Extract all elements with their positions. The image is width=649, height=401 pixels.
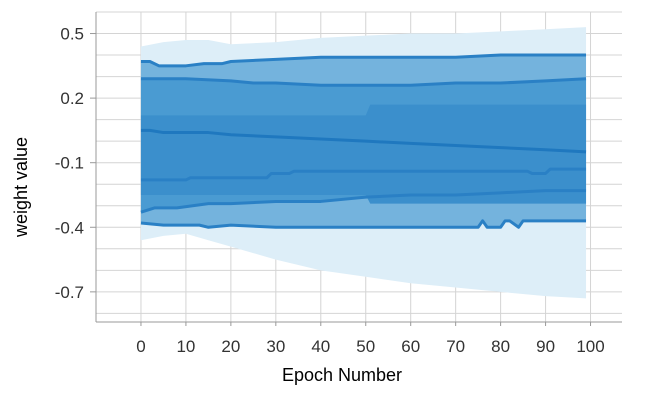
x-tick-label: 20 [221,337,240,356]
band-p31-p69 [140,104,587,204]
series-line-p84 [140,77,587,87]
axes [90,12,622,326]
y-tick-label: 0.2 [60,89,84,108]
x-tick-label: 40 [311,337,330,356]
y-tick-label: 0.5 [60,25,84,44]
x-tick-label: 90 [536,337,555,356]
x-tick-label: 70 [446,337,465,356]
series-line-median [140,128,587,154]
x-tick-label: 10 [176,337,195,356]
y-tick-label: -0.1 [55,154,84,173]
y-tick-label: -0.4 [55,218,84,237]
x-tick-label: 30 [266,337,285,356]
y-axis-title: weight value [11,137,31,238]
x-tick-label: 80 [491,337,510,356]
series-line-p93 [140,53,587,68]
distribution-bands [140,27,587,299]
series-line-p7 [140,189,587,214]
x-tick-label: 0 [136,337,145,356]
tick-labels: 0.5 0.2 -0.1 -0.4 -0.7 0 10 20 30 40 50 60 70 80 90 100 [55,25,605,356]
series-line-min [140,219,587,229]
series-line-p16 [140,167,587,182]
y-tick-label: -0.7 [55,283,84,302]
x-axis-title: Epoch Number [282,365,402,385]
x-tick-label: 50 [356,337,375,356]
percentile-lines [140,53,587,229]
x-tick-label: 60 [401,337,420,356]
x-tick-label: 100 [576,337,604,356]
